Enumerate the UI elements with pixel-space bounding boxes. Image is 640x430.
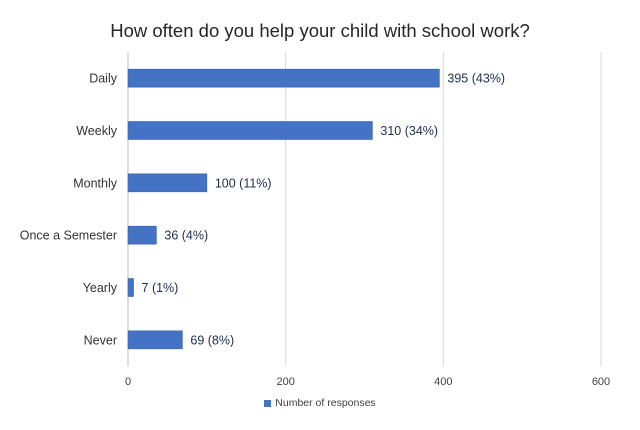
- bar: [127, 225, 157, 245]
- legend: Number of responses: [0, 397, 640, 409]
- bars: [127, 68, 440, 350]
- chart-title: How often do you help your child with sc…: [110, 20, 530, 41]
- data-label: 7 (1%): [142, 281, 179, 295]
- bar: [127, 68, 440, 88]
- category-label: Weekly: [76, 124, 118, 138]
- legend-swatch: [264, 399, 272, 407]
- x-tick-label: 600: [592, 376, 610, 388]
- category-label: Once a Semester: [20, 229, 117, 243]
- category-label: Daily: [89, 72, 118, 86]
- data-label: 310 (34%): [380, 124, 438, 138]
- bar: [127, 121, 373, 140]
- x-tick-label: 400: [434, 376, 452, 388]
- x-tick-label: 200: [276, 376, 294, 388]
- category-label: Monthly: [73, 176, 118, 190]
- category-label: Never: [84, 333, 117, 347]
- labels: 0 200 400 600 Daily 395 (43%) Weekly 310 (34%) M…: [20, 72, 610, 388]
- legend-label: Number of responses: [275, 397, 376, 409]
- bar: [127, 173, 208, 193]
- data-label: 36 (4%): [164, 229, 208, 243]
- bar: [127, 330, 183, 350]
- bar: [127, 278, 134, 297]
- x-tick-label: 0: [125, 376, 131, 388]
- gridlines: [127, 52, 602, 366]
- category-label: Yearly: [83, 281, 118, 295]
- data-label: 395 (43%): [447, 72, 505, 86]
- data-label: 100 (11%): [215, 176, 272, 190]
- data-label: 69 (8%): [190, 333, 234, 347]
